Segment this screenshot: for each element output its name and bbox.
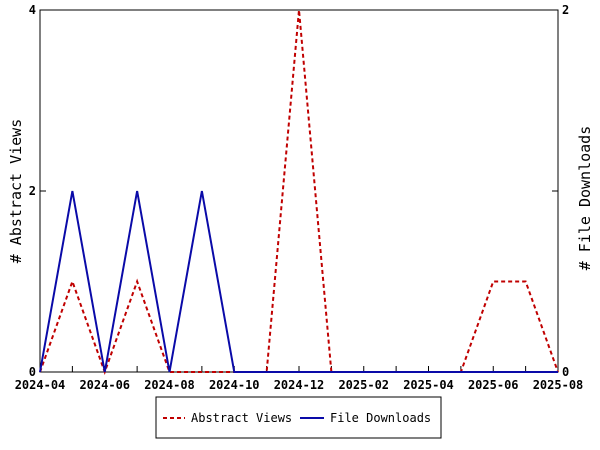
x-tick-label: 2024-12 (274, 378, 325, 392)
x-tick-label: 2024-08 (144, 378, 195, 392)
legend: Abstract Views File Downloads (155, 396, 442, 439)
x-tick-label: 2025-04 (403, 378, 454, 392)
legend-box (155, 396, 442, 439)
y-right-tick-label: 0 (562, 365, 569, 379)
series-layer (39, 9, 559, 375)
series-line-file-downloads (39, 190, 558, 373)
y-left-tick-label: 0 (29, 365, 36, 379)
plot-area (39, 9, 559, 373)
x-tick-label: 2025-08 (533, 378, 584, 392)
y-right-tick-label: 2 (562, 3, 569, 17)
x-tick-label: 2024-04 (15, 378, 66, 392)
x-tick-label: 2024-06 (79, 378, 130, 392)
legend-label-file-downloads: File Downloads (330, 411, 431, 425)
y-left-tick-label: 4 (29, 3, 36, 17)
y-left-tick-label: 2 (29, 184, 36, 198)
y-axis-left-label: # Abstract Views (7, 119, 25, 264)
x-tick-label: 2025-02 (338, 378, 389, 392)
x-tick-label: 2025-06 (468, 378, 519, 392)
x-tick-label: 2024-10 (209, 378, 260, 392)
x-axis: 2024-04 2024-06 2024-08 2024-10 2024-12 2025-… (15, 366, 584, 392)
legend-label-abstract-views: Abstract Views (191, 411, 292, 425)
y-axis-right-label: # File Downloads (576, 126, 594, 271)
